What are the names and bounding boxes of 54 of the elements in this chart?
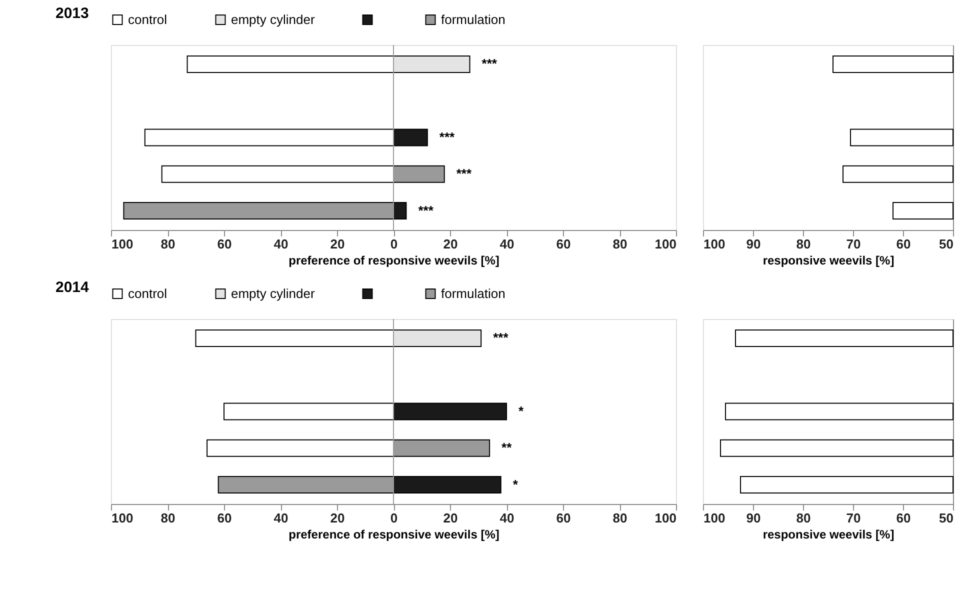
x-tick-label: 60 <box>896 236 911 252</box>
x-axis-title: preference of responsive weevils [%] <box>288 528 500 542</box>
x-tick-label: 80 <box>160 510 176 526</box>
x-tick-label: 60 <box>217 236 232 252</box>
annotation: *** <box>493 330 510 346</box>
legend-label: control <box>128 12 168 27</box>
chart-title: 2014 <box>56 279 90 296</box>
annotation: *** <box>418 202 434 218</box>
legend-label: empty cylinder <box>231 12 316 27</box>
x-tick-label: 40 <box>274 236 288 252</box>
x-tick-label: 100 <box>112 236 134 252</box>
legend-label: formulation <box>441 286 506 301</box>
legend-label: formulation <box>441 12 506 27</box>
x-tick-label: 80 <box>612 236 628 252</box>
x-tick-label: 100 <box>654 236 676 252</box>
x-axis-title: responsive weevils [%] <box>762 254 894 268</box>
x-axis-title: responsive weevils [%] <box>762 528 894 542</box>
x-tick-label: 80 <box>612 510 628 526</box>
x-tick-label: 90 <box>746 236 761 252</box>
x-tick-label: 20 <box>330 236 345 252</box>
annotation: *** <box>456 166 472 182</box>
x-tick-label: 70 <box>846 236 861 252</box>
x-tick-label: 80 <box>796 236 811 252</box>
x-tick-label: 90 <box>746 510 761 526</box>
x-tick-label: 40 <box>500 236 514 252</box>
x-tick-label: 80 <box>160 236 176 252</box>
legend-label: control <box>128 286 168 301</box>
x-tick-label: 100 <box>654 510 676 526</box>
x-axis-title: preference of responsive weevils [%] <box>288 254 500 268</box>
x-tick-label: 60 <box>556 236 571 252</box>
x-tick-label: 20 <box>443 236 458 252</box>
x-tick-label: 60 <box>217 510 232 526</box>
x-tick-label: 0 <box>390 510 398 526</box>
annotation: * <box>518 404 524 418</box>
annotation: *** <box>482 56 498 72</box>
annotation: ** <box>502 440 513 456</box>
x-tick-label: 80 <box>796 510 811 526</box>
x-tick-label: 70 <box>846 510 861 526</box>
x-tick-label: 20 <box>443 510 458 526</box>
x-tick-label: 100 <box>704 236 726 252</box>
x-tick-label: 40 <box>274 510 288 526</box>
x-tick-label: 50 <box>939 236 954 252</box>
x-tick-label: 60 <box>896 510 911 526</box>
x-tick-label: 100 <box>704 510 726 526</box>
x-tick-label: 40 <box>500 510 514 526</box>
x-tick-label: 0 <box>390 236 398 252</box>
x-tick-label: 60 <box>556 510 571 526</box>
chart-title: 2013 <box>56 5 89 22</box>
x-tick-label: 50 <box>939 510 954 526</box>
annotation: * <box>512 476 519 492</box>
x-tick-label: 20 <box>330 510 345 526</box>
x-tick-label: 100 <box>112 510 134 526</box>
legend-label: empty cylinder <box>231 286 316 301</box>
annotation: *** <box>439 130 456 144</box>
